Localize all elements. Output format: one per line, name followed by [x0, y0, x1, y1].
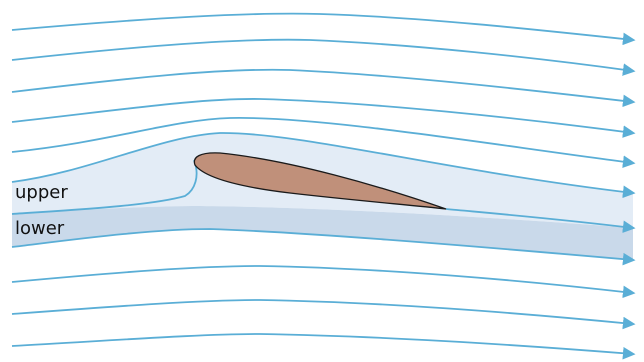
streamline [11, 38, 636, 76]
streamline [11, 68, 636, 108]
streamline [11, 333, 636, 360]
streamline-upper-boundary [11, 132, 636, 199]
streamline [11, 299, 636, 330]
streamline [11, 12, 636, 46]
airfoil [193, 152, 447, 210]
streamline [11, 98, 636, 138]
streamline [11, 117, 636, 168]
streamline [11, 265, 636, 299]
lower-region-label: lower [15, 218, 65, 239]
streamline-dividing [11, 159, 198, 215]
upper-region-label: upper [15, 182, 68, 203]
streamline-lower-boundary [11, 228, 636, 266]
streamline-dividing-wake [445, 208, 636, 234]
